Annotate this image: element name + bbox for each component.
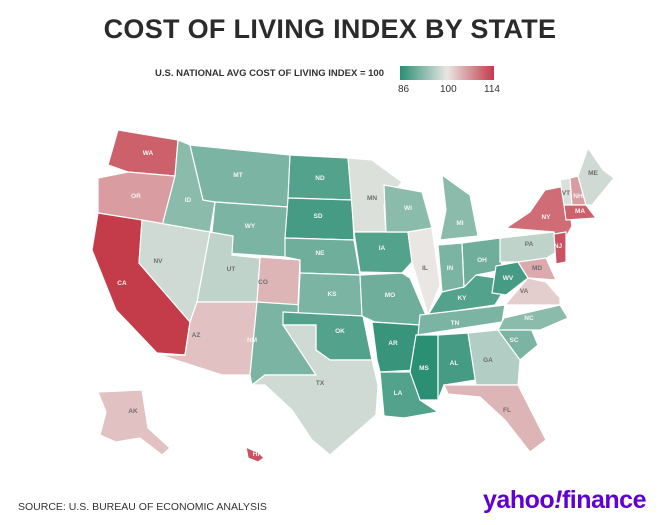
state-label-ok: OK [335, 328, 345, 335]
state-label-oh: OH [477, 257, 487, 264]
state-ak [97, 389, 171, 456]
state-label-wi: WI [404, 205, 412, 212]
state-label-ky: KY [457, 295, 467, 302]
state-nj [553, 231, 567, 265]
state-label-il: IL [422, 265, 428, 272]
state-label-sd: SD [313, 213, 322, 220]
state-label-me: ME [588, 170, 598, 177]
state-al [437, 332, 477, 401]
state-label-ks: KS [327, 291, 337, 298]
state-label-nj: NJ [554, 243, 563, 250]
state-label-ut: UT [227, 266, 236, 273]
state-label-nh: NH [573, 193, 583, 200]
state-label-mn: MN [367, 195, 377, 202]
state-ms [409, 334, 439, 401]
legend-tick-low: 86 [398, 84, 410, 95]
legend-color-scale [400, 66, 494, 80]
state-label-ms: MS [419, 365, 429, 372]
state-label-vt: VT [562, 190, 570, 197]
state-tx [250, 324, 379, 456]
state-mi [439, 173, 479, 241]
state-label-nc: NC [524, 315, 534, 322]
state-il [407, 227, 441, 317]
state-label-ak: AK [128, 408, 138, 415]
state-pa [499, 231, 561, 263]
map-title: COST OF LIVING INDEX BY STATE [103, 14, 557, 44]
state-label-nd: ND [315, 175, 325, 182]
state-label-ny: NY [541, 214, 551, 221]
source-note: SOURCE: U.S. BUREAU OF ECONOMIC ANALYSIS [18, 501, 267, 513]
state-label-hi: HI [253, 451, 260, 458]
state-label-id: ID [185, 197, 192, 204]
state-label-wa: WA [143, 150, 154, 157]
state-label-ar: AR [388, 340, 398, 347]
state-label-al: AL [450, 360, 459, 367]
state-label-ca: CA [117, 280, 127, 287]
state-label-or: OR [131, 193, 141, 200]
state-label-in: IN [447, 265, 454, 272]
state-label-ma: MA [575, 208, 585, 215]
state-wv [491, 261, 529, 296]
state-label-md: MD [532, 265, 542, 272]
state-label-mo: MO [385, 292, 395, 299]
state-hi [245, 445, 265, 463]
state-label-az: AZ [192, 332, 201, 339]
state-ga [467, 329, 521, 386]
state-label-wv: WV [503, 275, 514, 282]
state-label-nm: NM [247, 337, 257, 344]
state-ma [563, 204, 598, 221]
yahoo-finance-logo: yahoo!finance [483, 486, 646, 514]
state-label-nv: NV [153, 258, 163, 265]
state-label-tx: TX [316, 380, 325, 387]
legend-label: U.S. NATIONAL AVG COST OF LIVING INDEX =… [155, 68, 385, 79]
state-label-ia: IA [379, 245, 386, 252]
state-va [503, 277, 561, 306]
state-label-fl: FL [503, 407, 511, 414]
state-oh [461, 237, 503, 289]
state-label-mt: MT [233, 172, 242, 179]
state-label-pa: PA [525, 241, 534, 248]
state-ia [353, 231, 413, 274]
state-label-ne: NE [315, 250, 325, 257]
state-md [517, 257, 557, 281]
state-label-sc: SC [509, 337, 518, 344]
state-label-la: LA [394, 390, 403, 397]
state-label-co: CO [258, 279, 268, 286]
state-label-tn: TN [451, 320, 460, 327]
legend-tick-mid: 100 [440, 84, 457, 95]
state-fl [443, 384, 547, 453]
state-label-va: VA [520, 288, 529, 295]
legend-tick-high: 114 [484, 84, 500, 95]
state-ar [371, 321, 421, 373]
state-label-mi: MI [456, 220, 463, 227]
state-label-ga: GA [483, 357, 493, 364]
state-label-wy: WY [245, 223, 256, 230]
